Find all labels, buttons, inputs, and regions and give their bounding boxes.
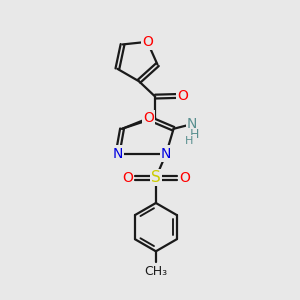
Text: O: O (179, 171, 190, 185)
Text: O: O (177, 89, 188, 103)
Text: N: N (187, 117, 197, 131)
Text: O: O (122, 171, 133, 185)
Text: N: N (161, 146, 171, 161)
Text: O: O (142, 35, 153, 49)
Text: O: O (143, 111, 154, 125)
Text: H: H (190, 128, 200, 141)
Text: H: H (185, 136, 193, 146)
Text: S: S (151, 170, 161, 185)
Text: CH₃: CH₃ (144, 265, 167, 278)
Text: N: N (112, 146, 123, 161)
